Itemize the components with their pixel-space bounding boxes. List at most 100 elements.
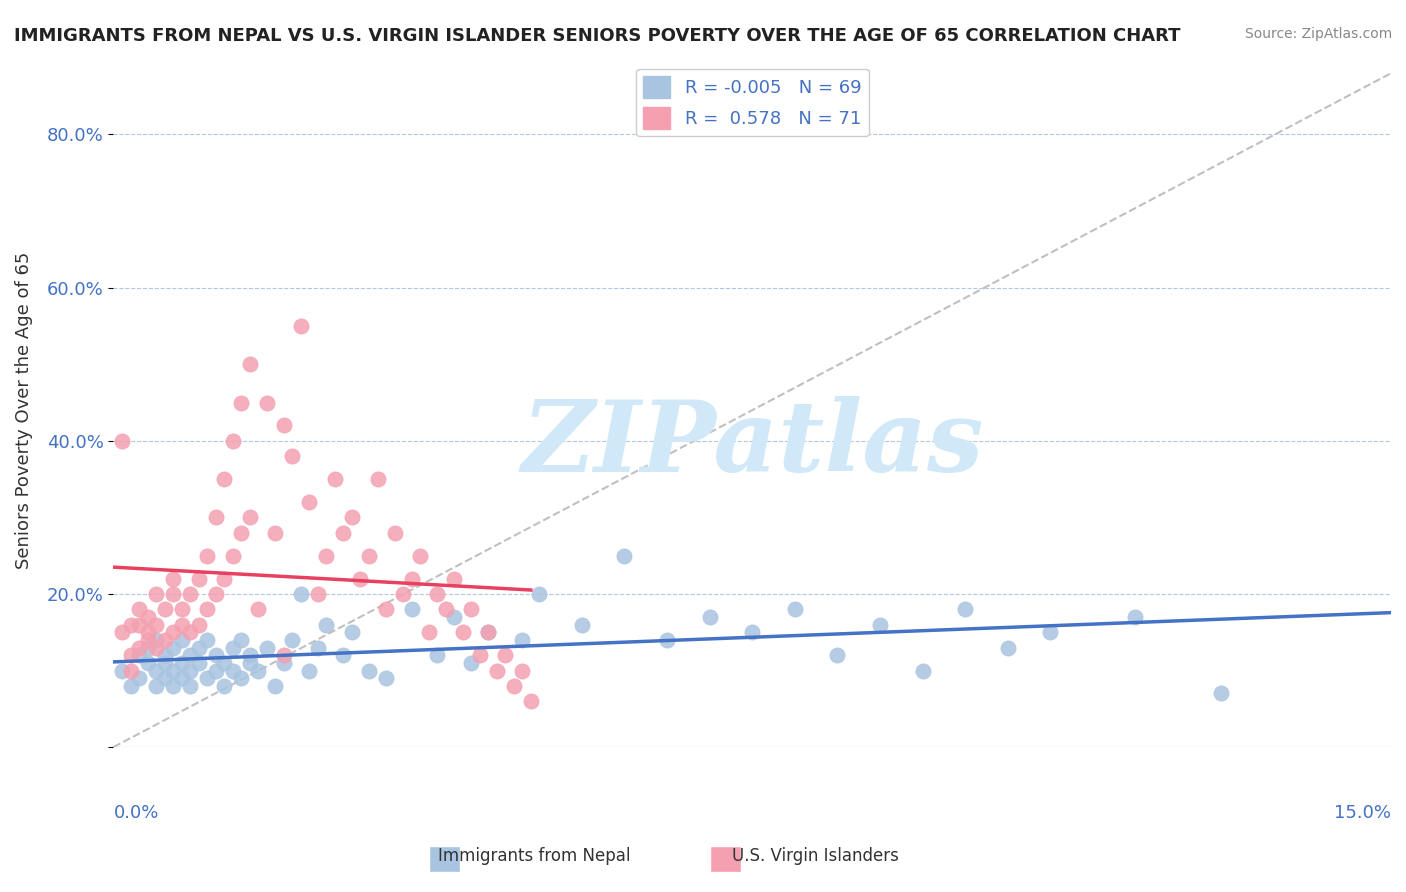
Point [307,587,329,601]
Point [128,640,150,655]
Point [136,640,159,655]
Point [162,587,184,601]
Point [187,617,209,632]
Point [162,679,184,693]
Point [212,656,235,670]
Text: ZIPatlas: ZIPatlas [522,396,983,492]
Point [170,632,193,647]
Point [783,602,806,616]
Text: Immigrants from Nepal: Immigrants from Nepal [439,847,630,865]
Point [485,664,508,678]
Point [170,671,193,685]
Point [204,510,226,524]
Point [375,602,398,616]
Point [231,632,253,647]
Point [120,617,142,632]
Point [179,648,201,663]
Point [477,625,499,640]
Point [451,625,474,640]
Point [502,679,524,693]
Point [298,664,321,678]
Point [494,648,516,663]
Point [273,418,295,433]
Point [256,640,278,655]
Point [273,648,295,663]
Point [136,625,159,640]
Point [162,664,184,678]
Point [239,656,262,670]
Point [520,694,543,708]
Point [128,617,150,632]
Point [426,587,449,601]
Point [170,602,193,616]
Point [468,648,491,663]
Point [827,648,849,663]
Point [375,671,398,685]
Point [384,525,406,540]
Point [179,664,201,678]
Point [120,664,142,678]
Point [231,525,253,540]
Point [613,549,636,563]
Point [145,587,167,601]
Point [212,472,235,486]
Point [128,648,150,663]
Point [1125,610,1147,624]
Point [510,664,533,678]
Point [136,656,159,670]
Point [1039,625,1062,640]
Point [187,656,209,670]
Point [392,587,415,601]
Point [460,602,482,616]
Point [953,602,976,616]
Point [699,610,721,624]
Point [264,679,287,693]
Legend: R = -0.005   N = 69, R =  0.578   N = 71: R = -0.005 N = 69, R = 0.578 N = 71 [636,69,869,136]
Point [162,572,184,586]
Point [162,625,184,640]
Point [170,656,193,670]
Point [409,549,432,563]
Point [460,656,482,670]
Point [307,640,329,655]
Point [222,640,245,655]
Point [290,587,312,601]
Point [323,472,346,486]
Point [256,395,278,409]
Point [418,625,440,640]
Point [332,648,354,663]
Point [145,617,167,632]
Point [273,656,295,670]
Point [153,602,176,616]
Point [366,472,388,486]
Point [426,648,449,663]
Point [247,664,270,678]
Point [247,602,270,616]
Point [529,587,551,601]
Point [136,610,159,624]
Point [195,632,218,647]
Point [136,632,159,647]
Point [195,549,218,563]
Point [281,449,304,463]
Point [281,632,304,647]
Point [510,632,533,647]
Point [145,640,167,655]
Point [290,318,312,333]
Point [357,549,380,563]
Point [153,648,176,663]
Text: 15.0%: 15.0% [1334,805,1391,822]
Point [571,617,593,632]
Point [315,617,337,632]
Point [443,572,465,586]
Point [153,632,176,647]
Point [332,525,354,540]
Point [204,587,226,601]
Point [401,572,423,586]
Point [264,525,287,540]
Point [187,640,209,655]
Point [128,602,150,616]
FancyBboxPatch shape [710,846,741,872]
Point [869,617,891,632]
Point [222,549,245,563]
